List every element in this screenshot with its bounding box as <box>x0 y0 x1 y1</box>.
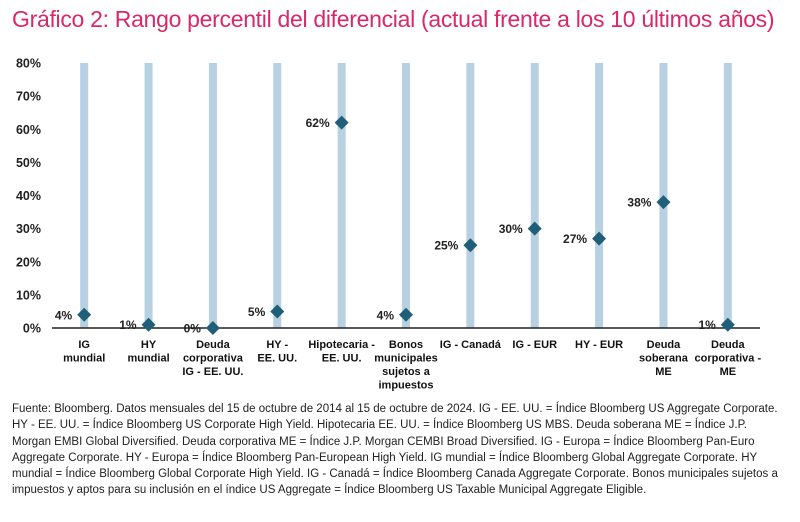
range-bar <box>595 63 604 328</box>
y-tick-label: 50% <box>16 156 41 170</box>
data-point-marker <box>720 317 735 332</box>
data-point-marker <box>77 307 92 322</box>
data-point-marker <box>527 221 542 236</box>
x-tick-label: Deuda corporativa -ME <box>694 339 761 378</box>
data-point-marker <box>205 321 220 335</box>
range-bar <box>208 63 217 328</box>
y-tick-label: 70% <box>16 90 41 104</box>
source-footnote: Fuente: Bloomberg. Datos mensuales del 1… <box>12 403 778 497</box>
data-point-marker <box>592 231 607 246</box>
range-bar <box>273 63 282 328</box>
data-point-marker <box>656 195 671 210</box>
data-label: 0% <box>184 322 202 336</box>
percentile-chart: 0%10%20%30%40%50%60%70%80% 4%1% 0%5%62%4%… <box>16 57 761 392</box>
data-label: 62% <box>306 116 330 130</box>
data-point-marker <box>334 115 349 130</box>
y-tick-label: 10% <box>16 288 41 302</box>
x-tick-label: IG - EUR <box>512 339 557 351</box>
x-tick-label: Bonos municipales sujetos a impuestos <box>374 339 438 392</box>
data-label: 1% <box>119 318 137 332</box>
y-tick-label: 40% <box>16 189 41 203</box>
y-tick-label: 20% <box>16 255 41 269</box>
x-tick-label: Deuda corporativa IG - EE. UU. <box>182 339 243 378</box>
data-label: 4% <box>55 308 73 322</box>
range-bar <box>337 63 346 328</box>
range-bar <box>530 63 539 328</box>
data-point-marker <box>399 307 413 322</box>
data-point-marker <box>141 317 156 332</box>
x-tick-label: HY mundial <box>127 339 169 365</box>
y-tick-label: 60% <box>16 123 41 137</box>
data-labels: 4% 1% 0% 5% 62% 4% 25% 30% 27% 38% 1% <box>55 116 716 335</box>
data-label: 38% <box>627 196 651 210</box>
range-bar <box>80 63 89 328</box>
y-axis: 0% 10% 20% 30% 40% 50% 60% 70% 80% <box>16 57 41 336</box>
range-bar <box>402 63 410 328</box>
chart-title: Gráfico 2: Rango percentil del diferenci… <box>12 6 775 32</box>
data-point-marker <box>270 304 285 319</box>
range-bar <box>144 63 153 328</box>
x-tick-label: HY -EE. UU. <box>257 339 297 365</box>
data-label: 27% <box>563 232 587 246</box>
data-label: 25% <box>434 239 458 253</box>
x-tick-label: HY - EUR <box>575 339 623 351</box>
range-bar <box>466 63 475 328</box>
data-label: 5% <box>248 305 266 319</box>
y-tick-label: 0% <box>23 322 41 336</box>
data-label: 4% <box>377 308 395 322</box>
data-markers <box>77 115 735 335</box>
data-point-marker <box>463 238 478 253</box>
range-bar <box>723 63 732 328</box>
x-axis-labels: IG mundial HY mundial Deuda corporativa IG - E… <box>63 339 761 392</box>
data-label: 1% <box>698 318 716 332</box>
y-tick-label: 80% <box>16 57 41 71</box>
x-tick-label: IG - Canadá <box>440 339 502 351</box>
y-tick-label: 30% <box>16 222 41 236</box>
data-label: 30% <box>499 222 523 236</box>
x-tick-label: Hipotecaria -EE. UU. <box>308 339 375 365</box>
x-tick-label: Deuda soberana ME <box>639 339 689 378</box>
x-tick-label: IG mundial <box>63 339 105 365</box>
